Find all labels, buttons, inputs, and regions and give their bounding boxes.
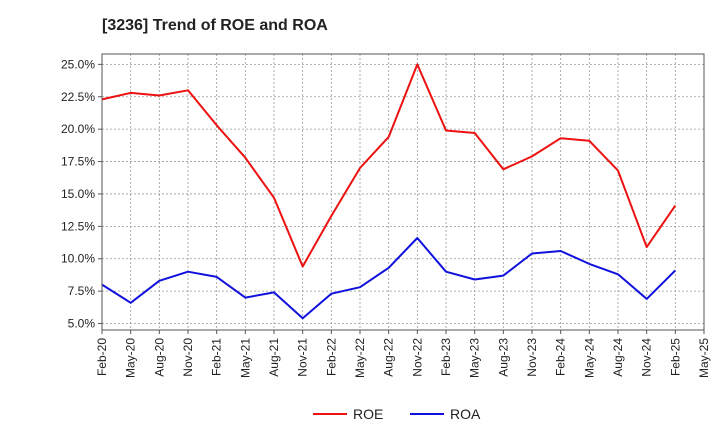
x-tick-label: Nov-20: [181, 338, 195, 377]
x-tick-label: May-20: [124, 338, 138, 378]
series-line-roa: [101, 237, 677, 320]
y-tick-label: 17.5%: [61, 155, 95, 169]
x-axis-ticks: Feb-20 May-20 Aug-20 Nov-20 Feb-21 May-21 Aug-…: [95, 330, 711, 378]
x-tick-label: Feb-22: [324, 338, 338, 376]
legend: ROE ROA: [313, 406, 481, 422]
x-tick-label: Feb-23: [439, 338, 453, 376]
grid: [102, 54, 704, 330]
legend-label-roe: ROE: [353, 406, 383, 422]
chart-title: [3236] Trend of ROE and ROA: [102, 17, 328, 34]
x-tick-label: Aug-21: [267, 338, 281, 377]
x-tick-label: Aug-23: [496, 338, 510, 377]
y-tick-label: 7.5%: [68, 284, 96, 298]
y-tick-label: 25.0%: [61, 57, 95, 71]
x-tick-label: May-22: [353, 338, 367, 378]
x-tick-label: May-25: [697, 338, 711, 378]
x-tick-label: May-24: [582, 338, 596, 378]
x-tick-label: Aug-24: [611, 338, 625, 377]
y-tick-label: 22.5%: [61, 90, 95, 104]
x-tick-label: Nov-24: [640, 338, 654, 377]
x-tick-label: Feb-21: [210, 338, 224, 376]
plot-frame: [101, 53, 705, 331]
y-tick-label: 5.0%: [68, 317, 96, 331]
x-tick-label: May-23: [468, 338, 482, 378]
y-tick-label: 10.0%: [61, 252, 95, 266]
x-tick-label: Aug-20: [152, 338, 166, 377]
y-tick-label: 15.0%: [61, 187, 95, 201]
x-tick-label: May-21: [238, 338, 252, 378]
legend-label-roa: ROA: [450, 406, 481, 422]
x-tick-label: Nov-23: [525, 338, 539, 377]
x-tick-label: Aug-22: [382, 338, 396, 377]
y-axis-ticks: 5.0% 7.5% 10.0% 12.5% 15.0% 17.5% 20.0% 22.5% 25…: [61, 57, 102, 331]
series-line-roe: [101, 63, 677, 268]
y-tick-label: 20.0%: [61, 122, 95, 136]
x-tick-label: Feb-25: [668, 338, 682, 376]
x-tick-label: Feb-24: [554, 338, 568, 376]
x-tick-label: Feb-20: [95, 338, 109, 376]
y-tick-label: 12.5%: [61, 219, 95, 233]
x-tick-label: Nov-21: [296, 338, 310, 377]
series-lines: [101, 63, 677, 320]
x-tick-label: Nov-22: [410, 338, 424, 377]
